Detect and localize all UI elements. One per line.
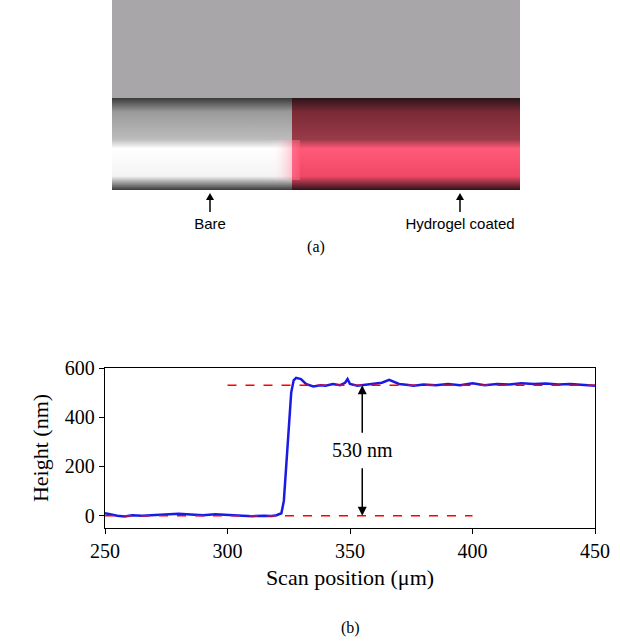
svg-text:530 nm: 530 nm — [332, 439, 393, 461]
svg-text:350: 350 — [335, 540, 365, 562]
svg-text:200: 200 — [65, 455, 95, 477]
svg-text:400: 400 — [65, 406, 95, 428]
svg-text:(a): (a) — [307, 238, 325, 256]
svg-text:0: 0 — [85, 505, 95, 527]
svg-text:400: 400 — [458, 540, 488, 562]
svg-text:450: 450 — [580, 540, 610, 562]
svg-text:Height (nm): Height (nm) — [28, 394, 53, 502]
svg-text:(b): (b) — [341, 619, 360, 637]
svg-text:Bare: Bare — [194, 215, 226, 232]
svg-text:600: 600 — [65, 357, 95, 379]
svg-text:250: 250 — [90, 540, 120, 562]
svg-text:Hydrogel coated: Hydrogel coated — [405, 215, 514, 232]
svg-text:Scan position (μm): Scan position (μm) — [266, 565, 434, 590]
svg-text:300: 300 — [213, 540, 243, 562]
